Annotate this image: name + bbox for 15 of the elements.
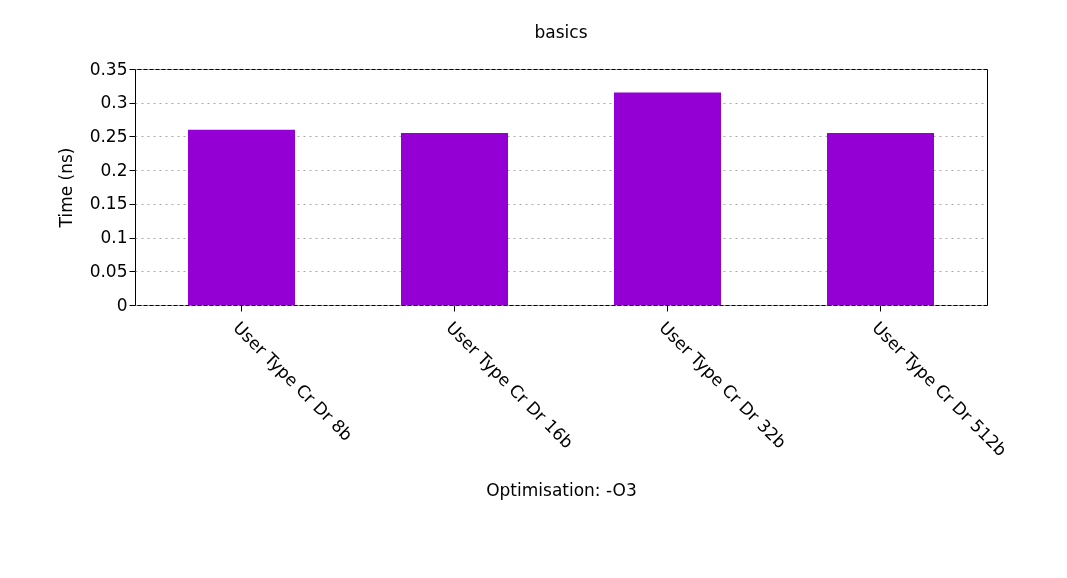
bar <box>827 133 934 305</box>
y-tick-label: 0.3 <box>100 92 128 113</box>
chart-title: basics <box>534 22 588 42</box>
bar <box>614 92 721 305</box>
y-tick-label: 0.35 <box>89 58 128 79</box>
bar <box>188 129 295 305</box>
y-tick-label: 0.1 <box>100 227 128 248</box>
y-tick-label: 0.15 <box>89 193 128 214</box>
y-tick-label: 0.2 <box>100 159 128 180</box>
y-tick-label: 0.25 <box>89 125 128 146</box>
y-axis-title: Time (ns) <box>55 147 76 229</box>
y-tick-label: 0 <box>116 294 128 315</box>
x-axis-title: Optimisation: -O3 <box>486 480 637 501</box>
y-tick-label: 0.05 <box>89 260 128 281</box>
bar <box>401 133 508 305</box>
